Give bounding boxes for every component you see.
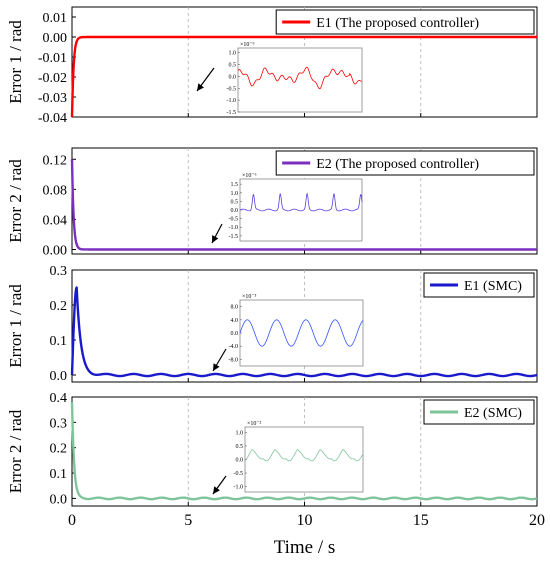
- chart-panel-1: -0.04 -0.03 -0.02 -0.01 0.00 0.01 Error 1 / ra…: [6, 6, 538, 126]
- chart-panel-2: 0.00 0.04 0.08 0.12 Error 2 / rad E2 (The pro…: [6, 147, 538, 258]
- y-tick-label: 0.3: [50, 416, 68, 431]
- inset-y-tick-label: -4.0: [229, 344, 239, 350]
- inset-y-tick-label: -0.5: [229, 217, 239, 223]
- series-line: [70, 286, 538, 378]
- legend-label: E2 (SMC): [464, 406, 522, 421]
- inset-y-tick-label: 1.0: [236, 430, 244, 436]
- y-tick-label: 0.04: [43, 213, 68, 228]
- legend-box: [275, 150, 535, 176]
- zoom-arrow-head: [213, 486, 220, 494]
- inset-y-tick-label: -1.5: [229, 234, 239, 240]
- y-axis-label: Error 2 / rad: [6, 409, 25, 493]
- x-tick-label: 5: [184, 512, 192, 529]
- inset-exponent-label: ×10⁻⁶: [242, 173, 257, 179]
- y-tick-label: 0.3: [50, 264, 68, 279]
- y-tick-label: -0.02: [38, 71, 67, 86]
- y-tick-label: 0.00: [43, 31, 68, 46]
- y-tick-label: -0.04: [38, 111, 67, 126]
- inset-y-tick-label: -8.0: [229, 357, 239, 363]
- inset-series-line: [239, 319, 364, 347]
- zoom-arrow-head: [197, 83, 204, 91]
- inset-series-line: [237, 66, 363, 90]
- inset-exponent-label: ×10⁻³: [242, 294, 257, 300]
- inset-series-line: [244, 449, 364, 462]
- inset-y-tick-label: -1.0: [227, 98, 237, 104]
- inset-exponent-label: ×10⁻²: [247, 421, 262, 427]
- y-tick-label: -0.01: [38, 51, 67, 66]
- inset-y-tick-label: -0.5: [227, 86, 237, 92]
- inset-exponent-label: ×10⁻⁶: [240, 42, 255, 48]
- y-tick-label: 0.08: [43, 183, 68, 198]
- y-tick-label: 0.4: [50, 391, 68, 406]
- inset-y-tick-label: 0.0: [236, 458, 244, 464]
- inset-y-tick-label: -1.5: [227, 110, 237, 116]
- inset-y-tick-label: 0.0: [231, 208, 239, 214]
- x-axis-label: Time / s: [274, 537, 336, 558]
- zoom-arrow-head: [213, 363, 220, 371]
- y-tick-label: 0.01: [43, 11, 68, 26]
- inset-y-tick-label: 1.0: [231, 191, 239, 197]
- y-tick-label: 0.2: [50, 442, 68, 457]
- y-tick-label: 0.0: [50, 369, 68, 384]
- x-tick-label: 0: [68, 512, 76, 529]
- inset-y-tick-label: -0.5: [234, 471, 244, 477]
- inset-frame: [244, 426, 364, 493]
- inset-y-tick-label: 0.0: [231, 331, 239, 337]
- inset-series-line: [239, 192, 363, 212]
- chart-panel-3: 0.0 0.1 0.2 0.3 Error 1 / rad E1 (SMC) ×10⁻³8.…: [6, 264, 538, 384]
- chart-panel-4: 0.0 0.1 0.2 0.3 0.4 Error 2 / rad E2 (SMC) ×10⁻…: [6, 391, 538, 507]
- zoom-arrow-head: [212, 235, 219, 243]
- y-tick-label: 0.2: [50, 299, 68, 314]
- series-line: [70, 159, 538, 251]
- inset-plot: ×10⁻²1.0 0.5 0.0 -0.5 -1.0: [234, 421, 364, 493]
- inset-y-tick-label: 0.0: [229, 74, 237, 80]
- inset-plot: ×10⁻⁶1.5 1.0 0.5 0.0 -0.5 -1.0 -1.5: [229, 173, 363, 242]
- inset-y-tick-label: 1.0: [229, 51, 237, 57]
- y-axis-label: Error 2 / rad: [6, 159, 25, 243]
- y-tick-label: 0.00: [43, 243, 68, 258]
- y-tick-label: 0.1: [50, 467, 68, 482]
- y-tick-label: 0.0: [50, 492, 68, 507]
- y-tick-label: 0.12: [43, 153, 68, 168]
- inset-y-tick-label: 8.0: [231, 305, 239, 311]
- x-tick-label: 10: [297, 512, 313, 529]
- inset-y-tick-label: 0.5: [231, 199, 239, 205]
- y-tick-label: 0.1: [50, 334, 68, 349]
- inset-plot: ×10⁻³8.0 4.0 0.0 -4.0 -8.0: [229, 294, 364, 367]
- inset-plot: ×10⁻⁶1.0 0.5 0.0 -0.5 -1.0 -1.5: [227, 42, 363, 116]
- inset-y-tick-label: 0.5: [236, 444, 244, 450]
- series-line: [70, 402, 538, 501]
- legend-label: E1 (SMC): [464, 279, 522, 294]
- legend-label: E2 (The proposed controller): [316, 157, 479, 172]
- inset-y-tick-label: 1.5: [231, 182, 239, 188]
- legend-box: [275, 9, 535, 35]
- legend-label: E1 (The proposed controller): [316, 16, 479, 31]
- series-line: [70, 35, 538, 118]
- inset-y-tick-label: -1.0: [234, 485, 244, 491]
- y-axis-label: Error 1 / rad: [6, 20, 25, 104]
- y-axis-label: Error 1 / rad: [6, 284, 25, 368]
- inset-y-tick-label: 0.5: [229, 63, 237, 69]
- x-tick-label: 15: [413, 512, 429, 529]
- inset-y-tick-label: 4.0: [231, 318, 239, 324]
- inset-frame: [239, 299, 364, 367]
- y-tick-label: -0.03: [38, 91, 67, 106]
- inset-y-tick-label: -1.0: [229, 225, 239, 231]
- x-tick-label: 20: [529, 512, 545, 529]
